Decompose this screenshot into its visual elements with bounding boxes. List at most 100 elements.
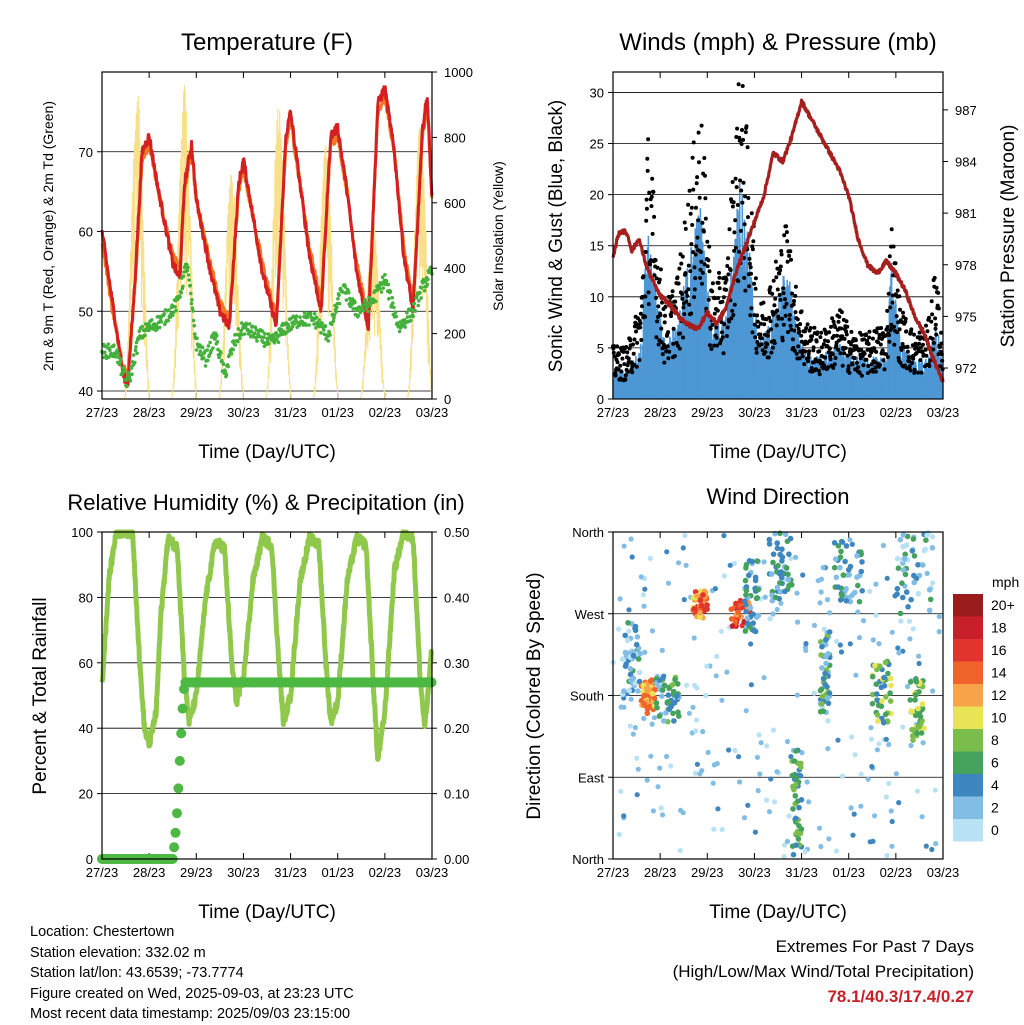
dewpoint-point [190,306,195,311]
gust-point [714,325,719,330]
gust-point [700,281,704,286]
gust-point [905,349,910,354]
direction-point [905,683,911,690]
direction-point [741,815,748,821]
gust-point [716,280,721,285]
dewpoint-point [200,345,205,350]
gust-point [732,230,737,235]
direction-point [721,533,727,539]
direction-point [894,585,901,592]
gust-point [613,373,618,378]
humidity-xlabel: Time (Day/UTC) [198,902,336,923]
direction-point [664,753,670,760]
direction-point [661,718,667,724]
gust-point [734,185,739,190]
gust-point [699,123,704,128]
gust-point [656,342,661,347]
direction-point [657,677,663,684]
figure-created: Figure created on Wed, 2025-09-03, at 23… [30,985,354,1002]
dewpoint-point [379,290,384,294]
gust-point [842,351,847,356]
gust-point [940,358,945,363]
direction-point [644,687,650,694]
dewpoint-point [286,324,291,329]
gust-point [706,297,711,302]
direction-point [796,804,802,811]
direction-point [895,645,901,651]
y2-tick-label: 984 [955,154,977,169]
dewpoint-point [302,311,307,315]
dewpoint-point [143,322,148,326]
direction-point [873,581,879,587]
colorbar-label: 8 [991,732,999,748]
dewpoint-point [236,339,240,344]
gust-point [743,130,748,135]
direction-point [779,558,785,564]
dewpoint-point [319,331,323,335]
x-tick-label: 01/23 [832,865,865,880]
gust-point [889,322,894,327]
gust-point [878,342,883,347]
gust-point [700,270,705,275]
direction-point [795,836,802,842]
direction-point [911,553,918,559]
gust-point [744,124,749,129]
direction-point [927,596,934,603]
gust-point [869,362,874,367]
dewpoint-point [181,284,185,289]
gust-point [650,231,655,236]
gust-point [730,204,735,209]
gust-point [750,330,755,335]
dewpoint-point [187,278,191,282]
colorbar-swatch [953,751,983,774]
direction-point [743,592,749,598]
direction-point [822,681,828,688]
station-elevation: Station elevation: 332.02 m [30,944,206,961]
direction-point [752,574,759,581]
dewpoint-point [329,322,334,327]
dewpoint-point [410,309,414,313]
direction-point [823,637,829,643]
station-latlon: Station lat/lon: 43.6539; -73.7774 [30,965,244,981]
gust-point [855,360,859,365]
direction-point [774,769,780,775]
direction-point [672,676,678,683]
gust-point [936,290,941,295]
direction-point [882,659,889,666]
gust-point [692,265,697,270]
gust-point [809,337,814,342]
direction-point [885,670,891,677]
direction-point [868,736,875,742]
dewpoint-point [118,357,123,362]
direction-point [886,741,892,748]
direction-point [912,691,919,698]
direction-point [617,596,623,602]
dewpoint-point [157,325,162,330]
gust-point [782,233,787,238]
gust-point [899,347,904,352]
gust-point [672,354,677,358]
direction-point [627,723,633,729]
gust-point [663,313,667,318]
dewpoint-point [206,344,211,348]
direction-point [626,607,632,613]
gust-point [691,187,696,192]
y-tick-label: East [578,770,604,785]
gust-point [754,346,759,351]
direction-point [743,565,749,571]
direction-point [876,741,882,747]
gust-point [656,304,661,309]
gust-point [693,252,698,257]
dewpoint-point [150,318,154,322]
gust-point [735,203,740,207]
gust-point [904,329,909,334]
gust-point [667,349,672,354]
dewpoint-point [374,299,378,304]
direction-point [824,597,831,603]
gust-point [790,291,795,296]
gust-point [917,341,922,346]
gust-point [717,270,721,275]
gust-point [654,295,658,300]
gust-point [826,350,831,355]
gust-point [901,310,905,315]
